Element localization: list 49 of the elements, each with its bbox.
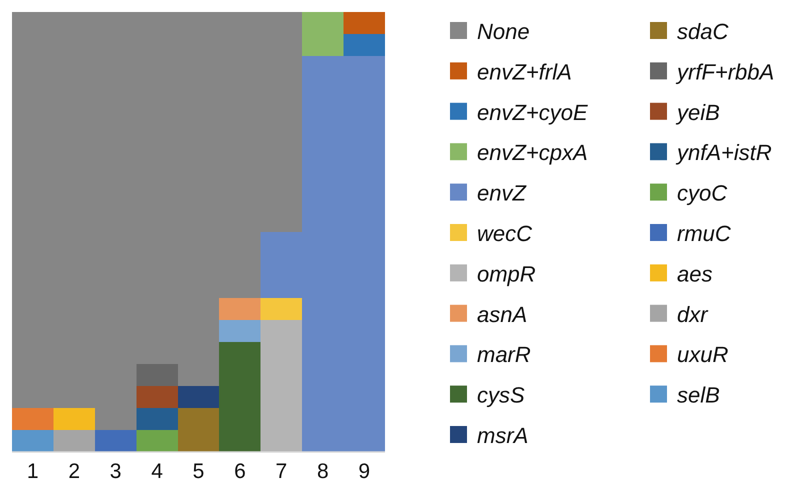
bar bbox=[53, 408, 95, 430]
legend-label: ompR bbox=[477, 261, 536, 286]
bar bbox=[178, 386, 220, 408]
legend-label: msrA bbox=[477, 423, 528, 448]
legend-label: None bbox=[477, 19, 530, 44]
legend-label: cyoC bbox=[677, 180, 728, 206]
x-tick-label: 7 bbox=[276, 460, 288, 483]
bar bbox=[302, 12, 344, 56]
legend-label: yeiB bbox=[675, 100, 720, 125]
legend-label: dxr bbox=[677, 302, 710, 327]
bar bbox=[136, 386, 178, 408]
legend-label: sdaC bbox=[677, 19, 728, 44]
bar bbox=[219, 342, 261, 452]
legend-label: uxuR bbox=[677, 342, 728, 368]
legend-label: cysS bbox=[477, 382, 525, 408]
legend-label: envZ+cpxA bbox=[477, 140, 588, 166]
legend-label: yrfF+rbbA bbox=[675, 59, 774, 84]
bar bbox=[136, 408, 178, 430]
legend-label: wecC bbox=[477, 221, 532, 246]
bar bbox=[344, 12, 385, 34]
x-tick-label: 4 bbox=[151, 460, 164, 483]
bar bbox=[94, 430, 136, 452]
legend-label: selB bbox=[677, 382, 720, 408]
bar bbox=[53, 430, 95, 452]
x-tick-label: 8 bbox=[316, 460, 329, 483]
legend-label: envZ bbox=[477, 180, 528, 206]
legend-label: ynfA+istR bbox=[675, 140, 772, 166]
legend-label: marR bbox=[477, 342, 531, 368]
bar bbox=[12, 408, 54, 430]
x-tick-label: 2 bbox=[68, 460, 80, 483]
bar bbox=[260, 298, 302, 320]
bar bbox=[344, 34, 385, 56]
x-tick-label: 3 bbox=[110, 460, 122, 483]
x-tick-label: 1 bbox=[26, 460, 39, 483]
legend-label: asnA bbox=[477, 302, 528, 327]
x-tick-label: 5 bbox=[192, 460, 204, 483]
x-tick-label: 9 bbox=[358, 460, 370, 483]
bar bbox=[219, 320, 261, 342]
bar bbox=[178, 408, 220, 452]
bar bbox=[260, 320, 302, 452]
bar bbox=[12, 430, 54, 452]
bar bbox=[136, 430, 178, 452]
legend-label: envZ+frlA bbox=[477, 59, 572, 84]
x-tick-label: 6 bbox=[234, 460, 246, 483]
legend-label: envZ+cyoE bbox=[477, 100, 588, 125]
legend-label: rmuC bbox=[677, 221, 731, 246]
bar bbox=[136, 364, 178, 386]
bar bbox=[219, 298, 261, 320]
legend-label: aes bbox=[677, 261, 712, 286]
